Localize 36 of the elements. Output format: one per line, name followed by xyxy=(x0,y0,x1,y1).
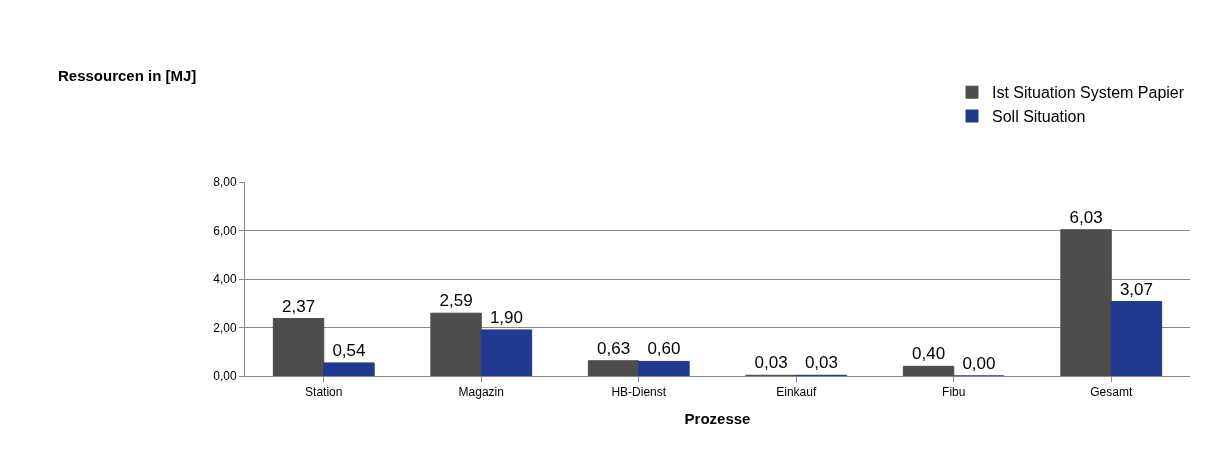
data-label: 2,59 xyxy=(439,291,473,311)
x-tick-label: Fibu xyxy=(942,385,966,400)
bar xyxy=(1110,301,1163,376)
data-label: 0,40 xyxy=(912,344,946,364)
x-tick-label: Einkauf xyxy=(776,385,817,400)
data-label: 3,07 xyxy=(1119,279,1153,299)
y-tick-label: 0,00 xyxy=(213,369,237,384)
x-tick-label: Gesamt xyxy=(1090,385,1133,400)
data-label: 0,00 xyxy=(962,354,996,373)
bar xyxy=(902,365,955,376)
data-label: 2,37 xyxy=(282,296,316,316)
y-tick-label: 8,00 xyxy=(213,175,237,190)
legend-label: Ist Situation System Papier xyxy=(992,84,1185,102)
x-axis-title: Prozesse xyxy=(684,410,751,428)
data-label: 0,03 xyxy=(804,353,838,373)
data-label: 6,03 xyxy=(1069,207,1103,227)
bar xyxy=(587,360,640,376)
legend-label: Soll Situation xyxy=(992,108,1086,126)
bar xyxy=(1060,229,1112,376)
data-label: 1,90 xyxy=(489,307,523,327)
data-label: 0,63 xyxy=(597,338,631,358)
bar xyxy=(638,360,690,376)
bar xyxy=(323,362,375,376)
bar xyxy=(480,329,533,376)
x-tick-label: Station xyxy=(305,385,343,400)
bar xyxy=(430,312,482,376)
data-label: 0,60 xyxy=(647,339,681,359)
text: Ressourcen in [MJ] xyxy=(58,67,197,84)
x-tick-label: Magazin xyxy=(458,385,504,400)
data-label: 0,03 xyxy=(754,353,788,373)
y-tick-label: 2,00 xyxy=(213,320,237,335)
y-tick-label: 6,00 xyxy=(213,223,237,238)
x-tick-label: HB-Dienst xyxy=(611,385,667,400)
bar xyxy=(272,318,325,376)
data-label: 0,54 xyxy=(332,340,366,360)
y-tick-label: 4,00 xyxy=(213,272,237,287)
